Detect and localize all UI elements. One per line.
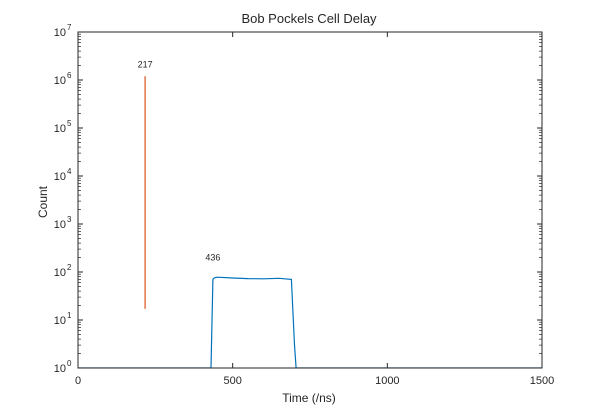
annotation-label-1: 217 bbox=[138, 60, 153, 70]
series-line-1 bbox=[78, 276, 542, 368]
y-tick-exponent: 7 bbox=[67, 23, 72, 32]
y-tick-exponent: 3 bbox=[67, 215, 72, 224]
y-tick-label: 10 bbox=[54, 171, 66, 183]
plot-area: 217 436 bbox=[78, 60, 542, 368]
x-tick-label: 1500 bbox=[530, 375, 554, 387]
y-tick-label: 10 bbox=[54, 363, 66, 375]
y-tick-exponent: 4 bbox=[67, 167, 72, 176]
x-tick-label: 500 bbox=[223, 375, 241, 387]
y-tick-label: 10 bbox=[54, 27, 66, 39]
chart-title: Bob Pockels Cell Delay bbox=[241, 11, 377, 26]
y-axis-label: Count bbox=[36, 185, 50, 218]
y-tick-label: 10 bbox=[54, 75, 66, 87]
x-axis-label: Time (/ns) bbox=[282, 391, 336, 405]
y-tick-label: 10 bbox=[54, 123, 66, 135]
y-tick-exponent: 6 bbox=[67, 71, 72, 80]
y-tick-exponent: 0 bbox=[67, 359, 72, 368]
x-tick-label: 0 bbox=[75, 375, 81, 387]
y-tick-exponent: 5 bbox=[67, 119, 72, 128]
x-tick-label: 1000 bbox=[375, 375, 399, 387]
y-tick-label: 10 bbox=[54, 267, 66, 279]
y-tick-label: 10 bbox=[54, 219, 66, 231]
axes-box bbox=[77, 31, 543, 369]
y-tick-exponent: 1 bbox=[67, 311, 72, 320]
y-tick-label: 10 bbox=[54, 315, 66, 327]
series-group bbox=[78, 76, 542, 368]
y-tick-exponent: 2 bbox=[67, 263, 72, 272]
annotation-label-2: 436 bbox=[205, 252, 220, 262]
